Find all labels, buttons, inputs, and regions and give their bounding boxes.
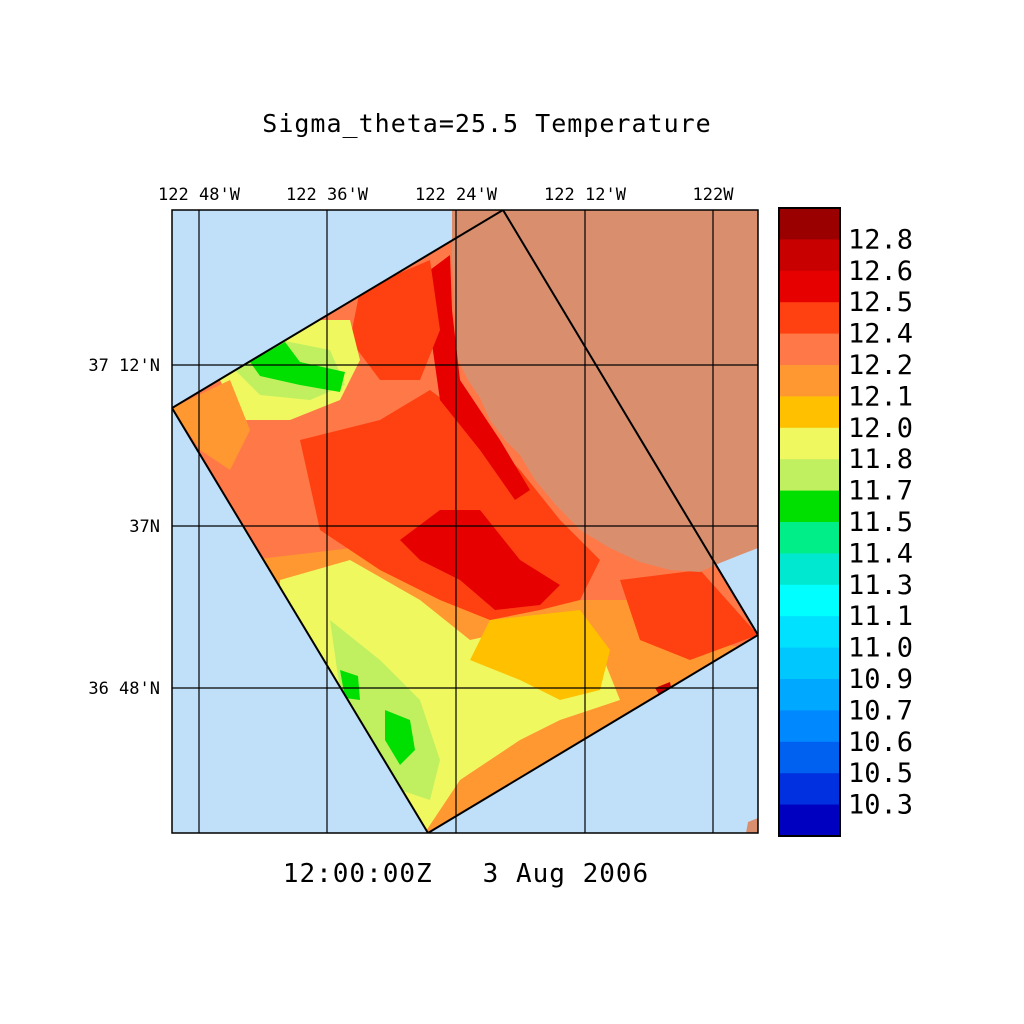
colorbar-swatch [779, 302, 840, 335]
y-axis: 37 12'N 37N 36 48'N [88, 356, 160, 699]
y-tick-label: 36 48'N [88, 679, 160, 699]
colorbar-swatch [779, 459, 840, 492]
x-tick-label: 122W [693, 185, 735, 205]
graticule [172, 210, 758, 833]
colorbar-label: 11.8 [848, 444, 913, 475]
land-islet [746, 818, 758, 833]
contour-green-south-1 [385, 710, 415, 765]
colorbar-label: 12.5 [848, 287, 913, 318]
x-tick-label: 122 48'W [158, 185, 241, 205]
colorbar-swatch [779, 522, 840, 554]
x-axis: 122 48'W 122 36'W 122 24'W 122 12'W 122W [158, 185, 734, 205]
colorbar-swatch [779, 333, 840, 366]
contour-red-central [300, 390, 600, 620]
colorbar-label: 10.7 [848, 695, 913, 726]
x-tick-label: 122 24'W [415, 185, 498, 205]
colorbar-label: 10.6 [848, 727, 913, 758]
colorbar-swatch [779, 427, 840, 460]
colorbar-label: 11.0 [848, 633, 913, 664]
colorbar-swatch [779, 553, 840, 586]
colorbar-swatch [779, 741, 840, 774]
colorbar-label: 10.9 [848, 664, 913, 695]
colorbar-swatch [779, 773, 840, 806]
colorbar-label: 12.8 [848, 224, 913, 255]
x-tick-label: 122 12'W [544, 185, 627, 205]
colorbar-label: 11.4 [848, 538, 913, 569]
contour-red-se [620, 570, 758, 660]
map-frame [171, 209, 759, 834]
contour-green-south-2 [340, 670, 360, 700]
map-area [172, 210, 758, 833]
colorbar-label: 11.3 [848, 570, 913, 601]
timestamp: 12:00:00Z 3 Aug 2006 [283, 859, 649, 889]
contour-darkred-core [400, 510, 560, 610]
colorbar-label: 12.1 [848, 381, 913, 412]
colorbar-label: 12.4 [848, 319, 913, 350]
colorbar-label: 10.5 [848, 758, 913, 789]
domain-boundary [172, 210, 758, 833]
colorbar-frame [778, 207, 841, 837]
colorbar-swatch [779, 270, 840, 303]
colorbar-labels: 12.812.612.512.412.212.112.011.811.711.5… [848, 224, 913, 820]
colorbar-swatch [779, 804, 840, 837]
x-tick-label: 122 36'W [286, 185, 369, 205]
colorbar-swatch [779, 208, 840, 240]
colorbar-swatch [779, 365, 840, 397]
colorbar-swatch [779, 490, 840, 523]
y-tick-label: 37N [129, 517, 160, 537]
chart-title: Sigma_theta=25.5 Temperature [262, 109, 711, 138]
colorbar-swatch [779, 616, 840, 649]
colorbar-label: 12.0 [848, 413, 913, 444]
y-tick-label: 37 12'N [88, 356, 160, 376]
colorbar-swatch [779, 647, 840, 680]
colorbar-label: 11.1 [848, 601, 913, 632]
colorbar-swatch [779, 396, 840, 429]
contour-darkred-coastal [430, 255, 530, 500]
colorbar-label: 12.6 [848, 256, 913, 287]
contour-green-nw [250, 342, 345, 392]
colorbar-swatch [779, 239, 840, 272]
colorbar-label: 11.7 [848, 476, 913, 507]
colorbar [779, 208, 840, 837]
colorbar-swatch [779, 710, 840, 743]
colorbar-label: 11.5 [848, 507, 913, 538]
contour-orange-west [172, 380, 250, 470]
colorbar-swatch [779, 679, 840, 711]
land-area [452, 210, 758, 572]
contour-red-north [350, 260, 440, 380]
colorbar-label: 10.3 [848, 790, 913, 821]
colorbar-swatch [779, 584, 840, 617]
contour-orange-plume [470, 610, 610, 700]
colorbar-label: 12.2 [848, 350, 913, 381]
